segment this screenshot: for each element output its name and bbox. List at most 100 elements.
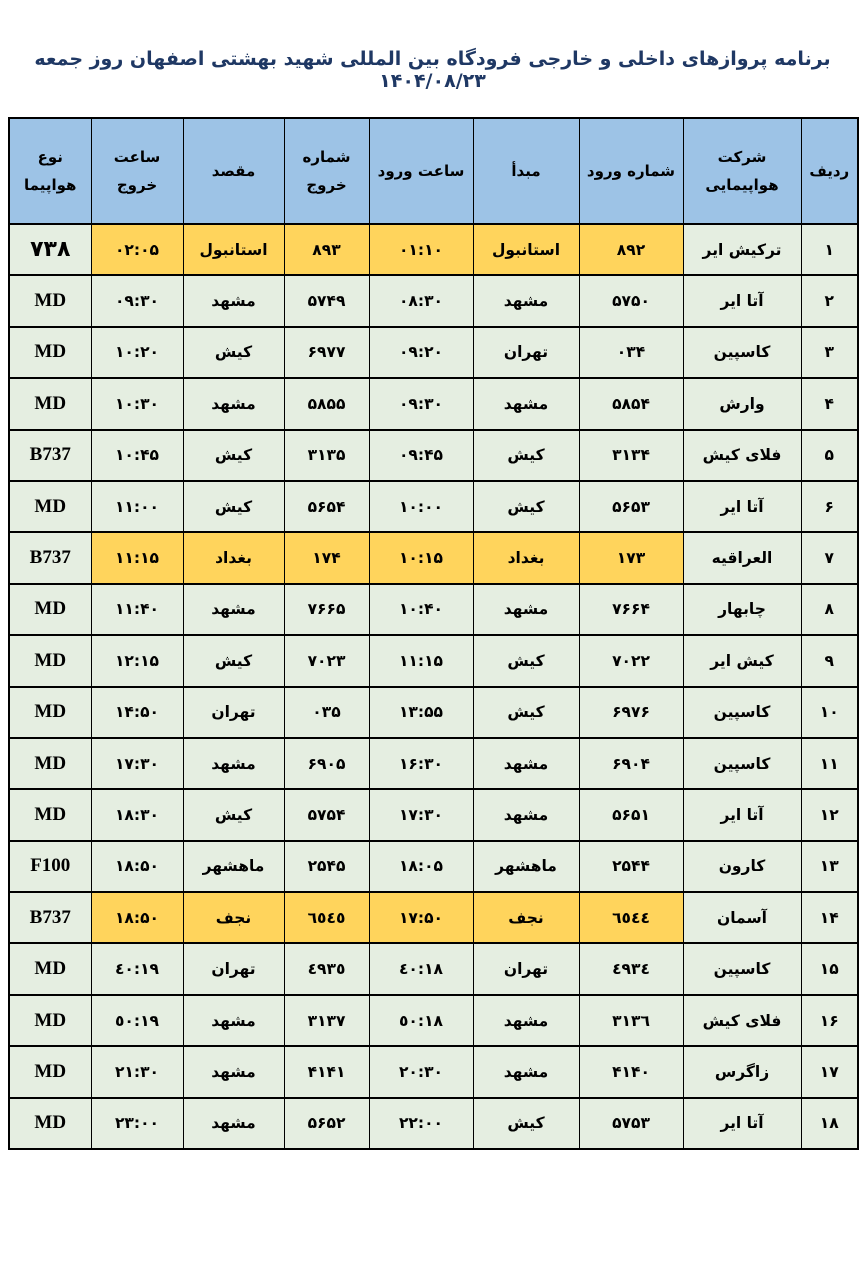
aircraft-type-cell: MD xyxy=(8,736,92,791)
airline-cell: فلای کیش xyxy=(682,428,802,482)
row-number-cell: ۱۲ xyxy=(800,788,859,842)
arrival-number-cell: ۸۹۲ xyxy=(578,222,684,277)
row-number-cell: ۱۸ xyxy=(800,1096,859,1151)
row-number-cell: ۷ xyxy=(800,531,859,585)
column-header-aircraft-type: نوع هواپیما xyxy=(8,117,92,225)
destination-cell: مشهد xyxy=(182,993,285,1048)
destination-cell: کیش xyxy=(182,634,285,688)
airline-cell: کیش ایر xyxy=(682,634,802,688)
column-header-departure-number: شماره خروج xyxy=(283,117,370,225)
arrival-time-cell: ۱۳:۵۵ xyxy=(368,685,474,739)
row-number-cell: ۱۳ xyxy=(800,839,859,894)
destination-cell: مشهد xyxy=(182,1045,285,1099)
origin-cell: مشهد xyxy=(472,736,580,791)
origin-cell: ماهشهر xyxy=(472,839,580,894)
page: برنامه پروازهای داخلی و خارجی فرودگاه بی… xyxy=(0,48,865,1151)
arrival-time-cell: ۱۰:۴۰ xyxy=(368,582,474,637)
table-row: ۱۰ کاسپین ۶۹۷۶ کیش ۱۳:۵۵ ۰۳۵ تهران ۱۴:۵۰ MD xyxy=(8,685,859,739)
origin-cell: بغداد xyxy=(472,531,580,585)
row-number-cell: ۸ xyxy=(800,582,859,637)
aircraft-type-cell: MD xyxy=(8,1096,92,1151)
departure-number-cell: ۸۹۳ xyxy=(283,222,370,277)
airline-cell: زاگرس xyxy=(682,1045,802,1099)
arrival-number-cell: ۵۶۵۳ xyxy=(578,479,684,534)
departure-time-cell: ۱۸:۵۰ xyxy=(90,839,184,894)
origin-cell: مشهد xyxy=(472,788,580,842)
header-row: ردیف شرکت هواپیمایی شماره ورود مبدأ ساعت… xyxy=(8,117,859,225)
destination-cell: تهران xyxy=(182,685,285,739)
departure-number-cell: ۳۱۳۷ xyxy=(283,993,370,1048)
destination-cell: مشهد xyxy=(182,274,285,328)
row-number-cell: ۱ xyxy=(800,222,859,277)
destination-cell: مشهد xyxy=(182,582,285,637)
row-number-cell: ۱۶ xyxy=(800,993,859,1048)
departure-time-cell: ۱۷:۳۰ xyxy=(90,736,184,791)
arrival-time-cell: ۰۹:۳۰ xyxy=(368,377,474,431)
arrival-time-cell: ۰۹:۲۰ xyxy=(368,325,474,380)
departure-time-cell: ۱۹:٥۰ xyxy=(90,993,184,1048)
departure-number-cell: ۱۷۴ xyxy=(283,531,370,585)
aircraft-type-cell: MD xyxy=(8,788,92,842)
departure-time-cell: ۱۲:۱۵ xyxy=(90,634,184,688)
destination-cell: کیش xyxy=(182,788,285,842)
departure-time-cell: ۰۹:۳۰ xyxy=(90,274,184,328)
airline-cell: آتا ایر xyxy=(682,788,802,842)
table-header: ردیف شرکت هواپیمایی شماره ورود مبدأ ساعت… xyxy=(8,117,859,225)
destination-cell: مشهد xyxy=(182,377,285,431)
table-row: ۱۴ آسمان ٦٥٤٤ نجف ۱۷:۵۰ ٦٥٤٥ نجف ۱۸:۵۰ B737 xyxy=(8,891,859,945)
row-number-cell: ۴ xyxy=(800,377,859,431)
flight-table-body: ۱ ترکیش ایر ۸۹۲ استانبول ۰۱:۱۰ ۸۹۳ استانبول ۰۲:… xyxy=(8,222,859,1151)
departure-time-cell: ۰۲:۰۵ xyxy=(90,222,184,277)
arrival-number-cell: ۶۹۰۴ xyxy=(578,736,684,791)
arrival-number-cell: ۱۷۳ xyxy=(578,531,684,585)
origin-cell: نجف xyxy=(472,891,580,945)
row-number-cell: ۱۷ xyxy=(800,1045,859,1099)
row-number-cell: ۱۱ xyxy=(800,736,859,791)
aircraft-type-cell: MD xyxy=(8,1045,92,1099)
departure-number-cell: ۶۹۷۷ xyxy=(283,325,370,380)
table-row: ۵ فلای کیش ۳۱۳۴ کیش ۰۹:۴۵ ۳۱۳۵ کیش ۱۰:۴۵ B737 xyxy=(8,428,859,482)
arrival-time-cell: ۱۷:۵۰ xyxy=(368,891,474,945)
arrival-time-cell: ۱۰:۰۰ xyxy=(368,479,474,534)
departure-number-cell: ۵۷۵۴ xyxy=(283,788,370,842)
origin-cell: مشهد xyxy=(472,274,580,328)
airline-cell: آتا ایر xyxy=(682,274,802,328)
airline-cell: کاسپین xyxy=(682,736,802,791)
airline-cell: چابهار xyxy=(682,582,802,637)
aircraft-type-cell: F100 xyxy=(8,839,92,894)
table-row: ۱۵ کاسپین ٤٩٣٤ تهران ۱۸:٤۰ ٤٩٣٥ تهران ۱۹:٤۰ MD xyxy=(8,942,859,996)
departure-time-cell: ۱۰:۴۵ xyxy=(90,428,184,482)
arrival-time-cell: ۲۰:۳۰ xyxy=(368,1045,474,1099)
arrival-time-cell: ۰۸:۳۰ xyxy=(368,274,474,328)
arrival-number-cell: ۶۹۷۶ xyxy=(578,685,684,739)
airline-cell: کاسپین xyxy=(682,685,802,739)
arrival-number-cell: ٦٥٤٤ xyxy=(578,891,684,945)
row-number-cell: ۲ xyxy=(800,274,859,328)
arrival-number-cell: ٤٩٣٤ xyxy=(578,942,684,996)
table-row: ۱۳ کارون ۲۵۴۴ ماهشهر ۱۸:۰۵ ۲۵۴۵ ماهشهر ۱۸:۵۰ F10… xyxy=(8,839,859,894)
aircraft-type-cell: B737 xyxy=(8,428,92,482)
origin-cell: کیش xyxy=(472,1096,580,1151)
airline-cell: العراقیه xyxy=(682,531,802,585)
table-row: ۳ کاسپین ۰۳۴ تهران ۰۹:۲۰ ۶۹۷۷ کیش ۱۰:۲۰ MD xyxy=(8,325,859,380)
table-row: ۱۷ زاگرس ۴۱۴۰ مشهد ۲۰:۳۰ ۴۱۴۱ مشهد ۲۱:۳۰ MD xyxy=(8,1045,859,1099)
row-number-cell: ۵ xyxy=(800,428,859,482)
arrival-number-cell: ۲۵۴۴ xyxy=(578,839,684,894)
arrival-time-cell: ۰۹:۴۵ xyxy=(368,428,474,482)
departure-time-cell: ۲۱:۳۰ xyxy=(90,1045,184,1099)
table-row: ۴ وارش ۵۸۵۴ مشهد ۰۹:۳۰ ۵۸۵۵ مشهد ۱۰:۳۰ MD xyxy=(8,377,859,431)
departure-number-cell: ۳۱۳۵ xyxy=(283,428,370,482)
destination-cell: مشهد xyxy=(182,1096,285,1151)
departure-number-cell: ۰۳۵ xyxy=(283,685,370,739)
arrival-number-cell: ۵۸۵۴ xyxy=(578,377,684,431)
departure-time-cell: ۲۳:۰۰ xyxy=(90,1096,184,1151)
table-row: ۲ آتا ایر ۵۷۵۰ مشهد ۰۸:۳۰ ۵۷۴۹ مشهد ۰۹:۳۰ MD xyxy=(8,274,859,328)
aircraft-type-cell: MD xyxy=(8,685,92,739)
arrival-time-cell: ۱۸:۰۵ xyxy=(368,839,474,894)
destination-cell: بغداد xyxy=(182,531,285,585)
aircraft-type-cell: MD xyxy=(8,993,92,1048)
column-header-destination: مقصد xyxy=(182,117,285,225)
arrival-time-cell: ۱۷:۳۰ xyxy=(368,788,474,842)
aircraft-type-cell: MD xyxy=(8,377,92,431)
aircraft-type-cell: MD xyxy=(8,325,92,380)
